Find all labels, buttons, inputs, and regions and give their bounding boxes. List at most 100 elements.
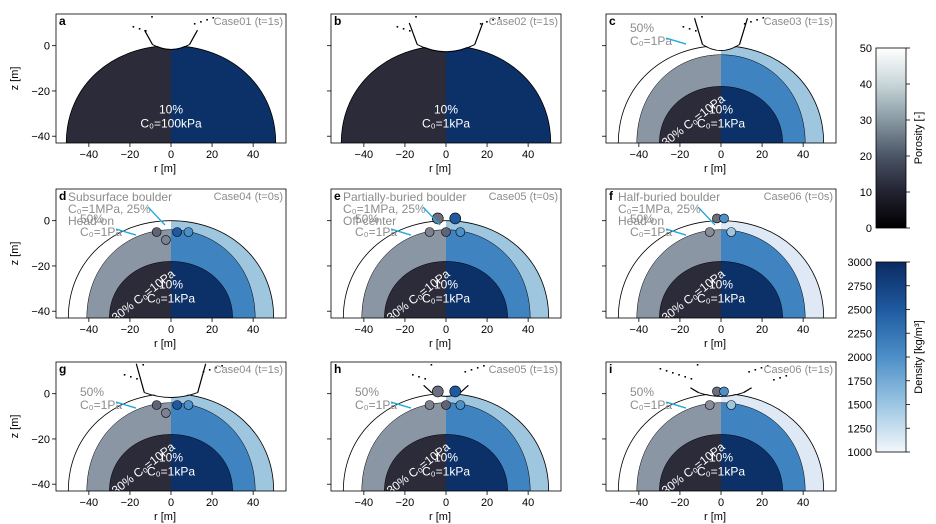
x-tick-label: −40	[355, 497, 374, 509]
colorbar-tick-label: 1250	[848, 423, 872, 435]
x-axis-label: r [m]	[704, 511, 726, 523]
layer30-outline	[636, 54, 806, 143]
label-layer50-c0: C₀=1Pa	[80, 225, 122, 239]
ejecta-speck	[743, 23, 746, 25]
label-core: 10%	[159, 278, 183, 292]
boulder-left-porosity	[151, 400, 162, 410]
ejecta-speck	[409, 30, 411, 32]
boulder-right-outer	[183, 400, 194, 410]
core-porosity-half	[384, 261, 446, 318]
overlay-line-1: C₀=1MPa, 25%	[343, 202, 426, 216]
panel-letter: e	[334, 189, 341, 203]
colorbar-label: Porosity [-]	[913, 112, 925, 165]
ejecta-speck	[415, 16, 417, 18]
x-tick-label: −20	[671, 324, 690, 336]
x-axis-label: r [m]	[154, 511, 176, 523]
ejecta-speck	[665, 370, 668, 372]
core-porosity-half	[341, 45, 446, 143]
label-layer50-c0: C₀=1Pa	[630, 225, 672, 239]
colorbars-group: 50 40 30 20 10 0 Porosity [-] 3000 2750 2500 2250 2…	[848, 43, 925, 459]
x-tick-label: −40	[80, 324, 99, 336]
x-tick-label: −20	[121, 149, 140, 161]
boulder-right-density	[172, 227, 182, 237]
ejecta-speck	[483, 365, 485, 367]
core-porosity-half	[384, 434, 446, 491]
ejecta-curtain-left	[143, 29, 154, 45]
colorbar-tick-label: 2500	[848, 305, 872, 317]
colorbar-tick-label: 2750	[848, 281, 872, 293]
ejecta-curtain-left	[423, 384, 433, 393]
boulder-mid-left	[424, 400, 435, 410]
ejecta-speck	[762, 17, 765, 19]
label-core-c0: C₀=1kPa	[697, 117, 745, 131]
label-core: 10%	[434, 451, 458, 465]
ejecta-speck	[212, 17, 215, 19]
overlay-line-0: Partially-buried boulder	[343, 190, 466, 204]
panel-f: 30% C₀=10Pa50%C₀=1Pa10%C₀=1kPaHalf-burie…	[602, 188, 837, 350]
ejecta-speck	[145, 30, 147, 32]
panel-letter: g	[59, 362, 66, 376]
overlay-line-0: Subsurface boulder	[68, 190, 172, 204]
panel-title: Case06 (t=1s)	[764, 364, 833, 376]
ejecta-speck	[430, 364, 433, 366]
y-tick-label: −20	[31, 86, 50, 98]
y-tick-label: −20	[31, 261, 50, 273]
x-tick-label: 20	[481, 497, 493, 509]
x-tick-label: 0	[443, 324, 449, 336]
x-axis-label: r [m]	[154, 338, 176, 350]
boulder-right-density	[172, 400, 182, 410]
colorbar-tick-label: 50	[860, 43, 872, 55]
panel-b: 10%C₀=1kPa −40 −20 0 20 40 r [m] b Case02 (t=1s)	[327, 13, 562, 175]
x-tick-label: 20	[206, 324, 218, 336]
core-porosity-half	[109, 434, 171, 491]
ejecta-speck	[193, 23, 196, 25]
colorbar-fill	[875, 47, 907, 229]
label-layer50: 50%	[355, 212, 379, 226]
panel-body	[342, 212, 550, 318]
label-core-c0: C₀=1kPa	[422, 465, 470, 479]
x-tick-label: 40	[247, 149, 259, 161]
arrow-overlay	[697, 206, 716, 226]
y-tick-label: −20	[31, 434, 50, 446]
ejecta-curtain-right	[188, 29, 199, 45]
ejecta-speck	[748, 371, 750, 373]
x-tick-label: 40	[522, 149, 534, 161]
layer30-outline	[86, 402, 256, 491]
panel-title: Case01 (t=1s)	[214, 16, 283, 28]
crater-floor-outline	[702, 44, 740, 52]
ejecta-speck	[754, 369, 757, 371]
boulder-top-right	[719, 386, 729, 397]
label-layer50: 50%	[80, 212, 104, 226]
y-tick-label: 0	[44, 41, 50, 53]
core-density-half	[446, 434, 508, 491]
overlay-line-1: C₀=1MPa, 25%	[68, 202, 151, 216]
core-density-half	[171, 261, 233, 318]
label-core-c0: C₀=100kPa	[140, 117, 202, 131]
x-axis-label: r [m]	[154, 163, 176, 175]
colorbar-tick-label: 40	[860, 79, 872, 91]
ejecta-speck	[151, 16, 153, 18]
core-density-half	[171, 45, 276, 143]
colorbar-tick-label: 1750	[848, 376, 872, 388]
x-tick-label: 20	[481, 149, 493, 161]
x-tick-label: 0	[443, 497, 449, 509]
panel-title: Case02 (t=1s)	[489, 16, 558, 28]
label-layer50-c0: C₀=1Pa	[355, 225, 397, 239]
ejecta-speck	[773, 379, 775, 381]
x-tick-label: 0	[168, 324, 174, 336]
x-tick-label: 20	[756, 149, 768, 161]
x-tick-label: −20	[121, 324, 140, 336]
y-tick-label: 0	[44, 216, 50, 228]
ejecta-speck	[208, 369, 211, 371]
label-core: 10%	[709, 278, 733, 292]
panel-e: 30% C₀=10Pa50%C₀=1Pa10%C₀=1kPaPartially-…	[327, 188, 562, 350]
ejecta-speck	[200, 21, 202, 23]
boulder-mid-right	[455, 400, 466, 410]
crater-floor-outline	[698, 392, 744, 397]
ejecta-curtain-left	[408, 22, 418, 45]
panel-body	[340, 14, 552, 143]
label-layer50: 50%	[630, 385, 654, 399]
x-tick-label: −20	[671, 149, 690, 161]
boulder-left-porosity	[151, 227, 162, 237]
colorbar-tick-label: 0	[866, 223, 872, 235]
